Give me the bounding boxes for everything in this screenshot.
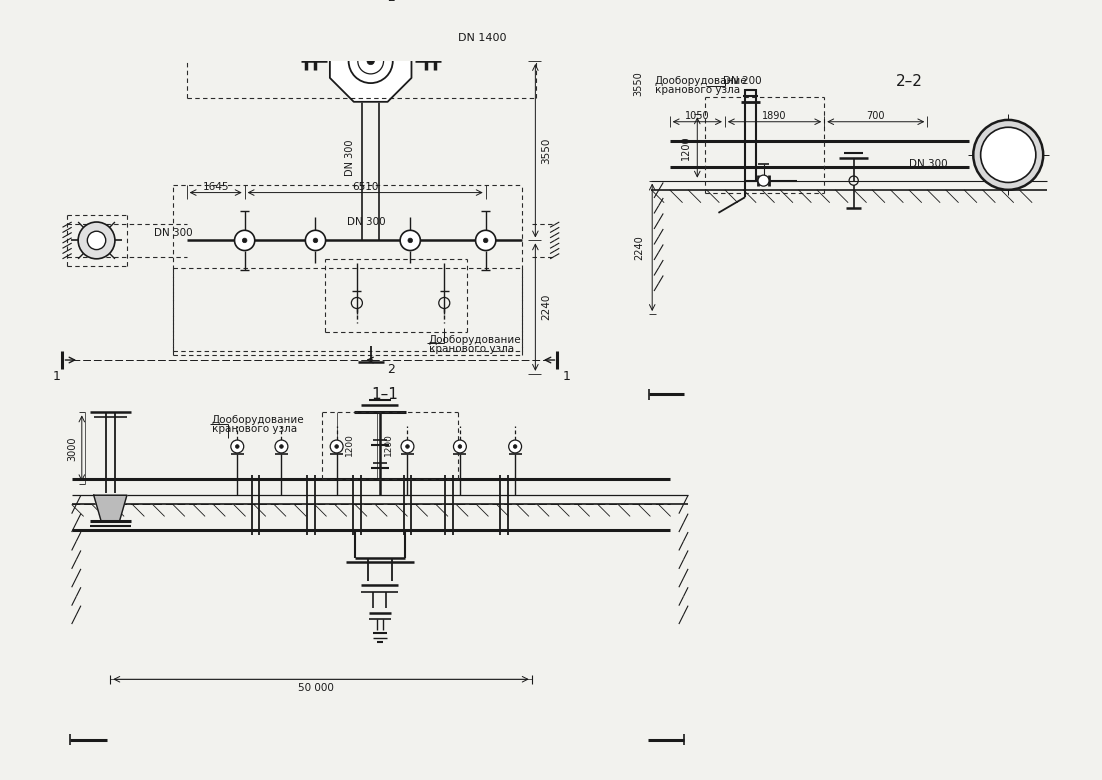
Circle shape [973, 120, 1044, 190]
Circle shape [87, 231, 106, 250]
Text: 1: 1 [563, 370, 571, 383]
Text: 50 000: 50 000 [298, 683, 334, 693]
Text: DN 300: DN 300 [345, 140, 356, 176]
Circle shape [484, 238, 488, 243]
Text: 2: 2 [387, 363, 396, 376]
Text: DN 1400: DN 1400 [458, 33, 507, 43]
Circle shape [406, 445, 409, 448]
Text: 3550: 3550 [634, 72, 644, 97]
Text: Дооборудование: Дооборудование [429, 335, 521, 345]
Circle shape [367, 58, 375, 65]
Text: Дооборудование: Дооборудование [212, 415, 304, 425]
Text: кранового узла: кранового узла [429, 344, 514, 354]
Text: кранового узла: кранового узла [655, 86, 741, 95]
Text: 1: 1 [53, 370, 61, 383]
Text: 1645: 1645 [203, 182, 229, 192]
Text: Дооборудование: Дооборудование [655, 76, 747, 87]
Circle shape [276, 440, 288, 453]
Circle shape [400, 230, 420, 250]
Circle shape [454, 440, 466, 453]
Circle shape [331, 440, 343, 453]
Text: 2–2: 2–2 [896, 74, 922, 89]
Text: DN 300: DN 300 [909, 159, 948, 169]
Circle shape [509, 440, 521, 453]
Circle shape [236, 445, 239, 448]
Text: 2240: 2240 [634, 235, 644, 260]
Text: 2: 2 [387, 0, 396, 4]
Circle shape [408, 238, 412, 243]
Text: 1200: 1200 [345, 433, 354, 456]
Text: DN 300: DN 300 [154, 228, 193, 238]
Polygon shape [329, 20, 411, 102]
Circle shape [235, 230, 255, 250]
Text: DN 200: DN 200 [723, 76, 761, 87]
Circle shape [758, 175, 769, 186]
Circle shape [981, 127, 1036, 183]
Circle shape [280, 445, 283, 448]
Text: 1050: 1050 [685, 112, 710, 121]
Circle shape [514, 445, 517, 448]
Text: 700: 700 [866, 112, 885, 121]
Circle shape [476, 230, 496, 250]
Circle shape [458, 445, 462, 448]
Text: DN 300: DN 300 [347, 217, 386, 227]
Text: кранового узла: кранового узла [212, 424, 296, 434]
Text: 3550: 3550 [541, 137, 551, 164]
Circle shape [335, 445, 338, 448]
Circle shape [305, 230, 325, 250]
Text: 2240: 2240 [541, 294, 551, 321]
Circle shape [242, 238, 247, 243]
Circle shape [401, 440, 414, 453]
Circle shape [348, 39, 392, 83]
Text: 1200: 1200 [383, 433, 392, 456]
Text: 6510: 6510 [352, 182, 378, 192]
Text: 3000: 3000 [67, 436, 77, 460]
Circle shape [78, 222, 115, 259]
Circle shape [313, 238, 317, 243]
Text: 1–1: 1–1 [371, 387, 398, 402]
Text: 1890: 1890 [763, 112, 787, 121]
Polygon shape [94, 495, 127, 521]
Circle shape [230, 440, 244, 453]
Text: 1200: 1200 [681, 135, 691, 160]
